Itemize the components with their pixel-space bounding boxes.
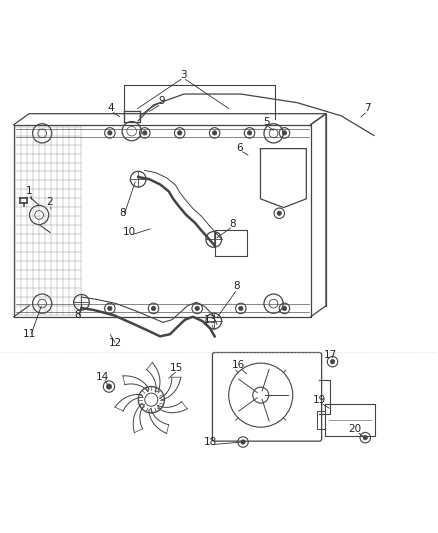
Circle shape	[212, 131, 217, 135]
Text: 18: 18	[204, 437, 217, 447]
Text: 14: 14	[95, 372, 109, 382]
Text: 11: 11	[22, 329, 36, 339]
Text: 19: 19	[313, 394, 326, 405]
Circle shape	[241, 440, 245, 444]
Circle shape	[143, 131, 147, 135]
Text: 13: 13	[204, 315, 217, 325]
Circle shape	[283, 306, 287, 311]
Text: 9: 9	[158, 96, 165, 107]
Text: 5: 5	[263, 117, 269, 127]
Circle shape	[330, 359, 335, 364]
Text: 17: 17	[324, 350, 337, 360]
Text: 3: 3	[180, 70, 187, 80]
Circle shape	[195, 306, 199, 311]
Text: 8: 8	[119, 208, 125, 218]
Text: 20: 20	[349, 424, 362, 434]
Text: 4: 4	[107, 103, 114, 114]
Circle shape	[283, 131, 287, 135]
Circle shape	[106, 384, 112, 389]
Circle shape	[108, 306, 112, 311]
Circle shape	[108, 131, 112, 135]
Circle shape	[177, 131, 182, 135]
Circle shape	[239, 306, 243, 311]
Circle shape	[247, 131, 252, 135]
Text: 8: 8	[233, 281, 240, 291]
Text: 2: 2	[46, 197, 53, 207]
Text: 12: 12	[109, 338, 122, 348]
Text: 8: 8	[74, 310, 81, 320]
Text: 8: 8	[229, 219, 235, 229]
Text: 6: 6	[237, 143, 243, 153]
Text: 10: 10	[123, 228, 136, 237]
Text: 1: 1	[26, 187, 32, 196]
Circle shape	[151, 306, 155, 311]
Text: 16: 16	[232, 360, 245, 370]
Circle shape	[277, 211, 282, 215]
Circle shape	[363, 435, 367, 440]
Text: 15: 15	[170, 363, 183, 373]
Text: 7: 7	[364, 103, 371, 114]
